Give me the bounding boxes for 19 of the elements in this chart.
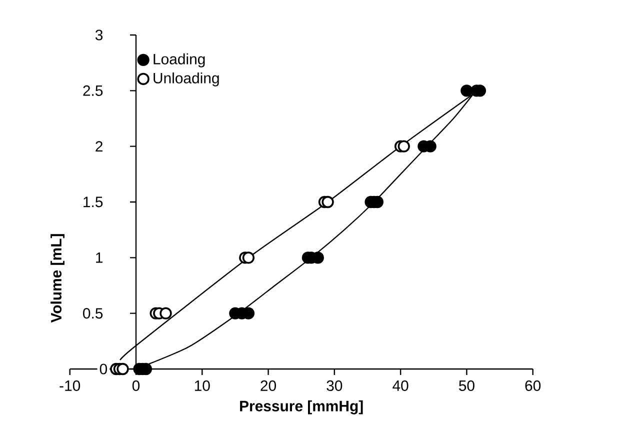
x-axis-title: Pressure [mmHg] (240, 400, 363, 414)
y-tick-label: 0 (100, 364, 108, 374)
y-tick-label: 3 (95, 30, 103, 40)
x-tick-label: 20 (260, 380, 276, 391)
x-tick-label: 0 (132, 380, 140, 391)
y-tick-label: 2.5 (83, 85, 103, 96)
x-tick-label: -10 (60, 380, 80, 391)
x-tick-label: 60 (525, 380, 541, 391)
x-tick-label: 10 (194, 380, 210, 391)
y-tick-label: 0.5 (83, 308, 103, 319)
x-tick-label: 40 (392, 380, 408, 391)
y-axis-title: Volume [mL] (50, 234, 64, 323)
y-tick-label: 1 (96, 252, 103, 263)
x-tick-label: 50 (458, 380, 474, 391)
y-tick-label: 1.5 (84, 196, 103, 208)
x-tick-label: 30 (326, 380, 342, 391)
legend-label: Unloading (154, 72, 219, 86)
legend-label: Loading (154, 53, 205, 68)
y-tick-label: 2 (96, 141, 102, 152)
